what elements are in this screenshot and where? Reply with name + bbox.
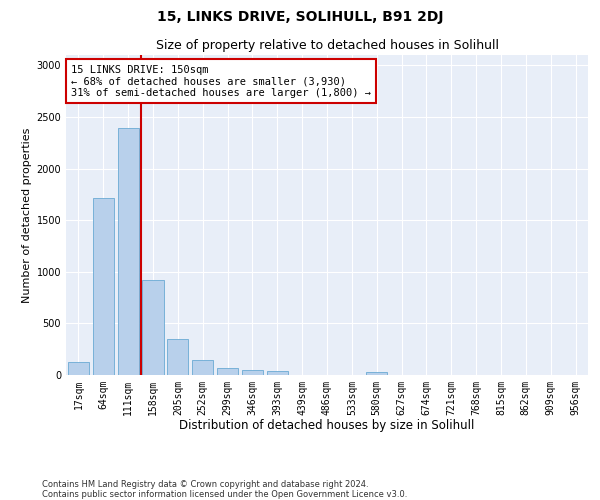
Bar [93,198,114,375]
Bar [217,368,238,375]
Y-axis label: Number of detached properties: Number of detached properties [22,128,32,302]
Bar [366,372,387,375]
Bar [142,280,164,375]
Text: Contains public sector information licensed under the Open Government Licence v3: Contains public sector information licen… [42,490,407,499]
Text: 15 LINKS DRIVE: 150sqm
← 68% of detached houses are smaller (3,930)
31% of semi-: 15 LINKS DRIVE: 150sqm ← 68% of detached… [71,64,371,98]
Bar [118,128,139,375]
Text: 15, LINKS DRIVE, SOLIHULL, B91 2DJ: 15, LINKS DRIVE, SOLIHULL, B91 2DJ [157,10,443,24]
Text: Contains HM Land Registry data © Crown copyright and database right 2024.: Contains HM Land Registry data © Crown c… [42,480,368,489]
Title: Size of property relative to detached houses in Solihull: Size of property relative to detached ho… [155,40,499,52]
Bar [192,360,213,375]
Bar [167,339,188,375]
Bar [242,370,263,375]
Bar [267,371,288,375]
X-axis label: Distribution of detached houses by size in Solihull: Distribution of detached houses by size … [179,420,475,432]
Bar [68,362,89,375]
